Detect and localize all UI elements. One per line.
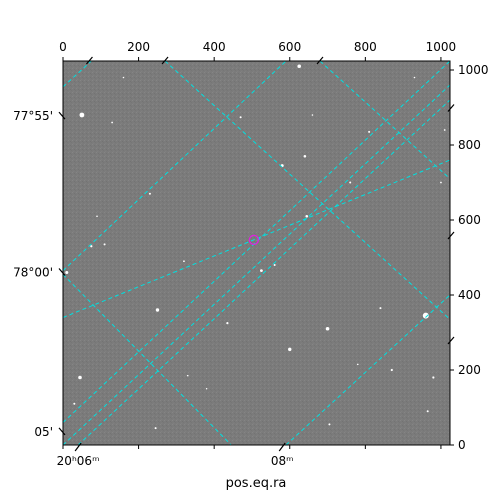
star-12 (90, 245, 93, 248)
star-23 (422, 312, 429, 319)
image-background (63, 61, 450, 445)
ra-tick-label-0: 20ʰ06ᵐ (57, 454, 100, 468)
star-3 (303, 154, 307, 158)
grid-line-6 (77, 99, 450, 445)
star-37 (413, 76, 416, 79)
star-29 (154, 427, 157, 430)
marker-layer (248, 234, 260, 246)
right-tick-label-0: 0 (458, 438, 466, 452)
star-35 (205, 388, 208, 390)
star-31 (186, 374, 189, 377)
star-1 (297, 64, 302, 69)
target-marker (248, 234, 260, 246)
grid-line-1 (164, 61, 450, 320)
star-9 (349, 181, 352, 184)
star-14 (183, 260, 185, 263)
right-world-tick-1 (447, 231, 455, 240)
star-24 (390, 368, 393, 372)
star-28 (426, 410, 429, 413)
ra-world-axis: 20ʰ06ᵐ 08ᵐ (57, 442, 294, 468)
star-0 (79, 112, 85, 118)
dec-tick-1 (58, 268, 66, 276)
star-26 (78, 375, 82, 380)
right-tick-label-5: 1000 (458, 63, 489, 77)
right-world-tick-2 (447, 336, 455, 345)
right-tick-label-1: 200 (458, 363, 481, 377)
ra-tick-0 (74, 442, 82, 452)
right-tick-label-4: 800 (458, 138, 481, 152)
star-15 (260, 269, 263, 273)
top-tick-label-0: 0 (59, 40, 67, 54)
top-tick-label-3: 600 (278, 40, 301, 54)
dec-tick-label-2: 05' (34, 425, 53, 439)
ra-tick-1 (278, 442, 286, 452)
dec-tick-2 (58, 427, 66, 436)
coordinate-grid (63, 61, 450, 445)
top-world-tick-1 (161, 56, 169, 65)
star-20 (325, 326, 330, 331)
right-tick-label-3: 600 (458, 213, 481, 227)
star-22 (379, 307, 382, 310)
star-10 (440, 181, 442, 184)
star-34 (148, 192, 151, 195)
star-18 (155, 308, 160, 312)
dec-tick-label-0: 77°55' (13, 109, 53, 123)
dec-tick-0 (58, 111, 66, 120)
star-25 (432, 376, 435, 379)
grid-line-5 (63, 274, 232, 445)
star-19 (226, 322, 229, 325)
star-17 (65, 271, 69, 274)
star-21 (288, 347, 292, 352)
grid-line-2 (319, 61, 450, 180)
dec-world-axis: 77°55' 78°00' 05' (13, 109, 66, 439)
grid-line-3 (63, 61, 287, 271)
grid-line-9 (63, 61, 450, 423)
top-tick-label-4: 800 (354, 40, 377, 54)
x-axis-label: pos.eq.ra (226, 476, 287, 491)
top-tick-label-1: 200 (127, 40, 150, 54)
star-33 (96, 215, 98, 218)
top-world-tick-2 (316, 56, 324, 65)
top-tick-label-2: 400 (203, 40, 226, 54)
star-16 (273, 264, 276, 266)
star-field (65, 64, 446, 430)
star-7 (443, 129, 446, 131)
ra-tick-label-1: 08ᵐ (271, 454, 294, 468)
star-5 (111, 121, 114, 124)
right-tick-label-2: 400 (458, 288, 481, 302)
star-27 (73, 402, 76, 405)
star-8 (311, 114, 314, 116)
top-world-tick-0 (85, 56, 93, 65)
star-36 (122, 76, 125, 79)
star-13 (103, 243, 106, 246)
right-world-tick-0 (447, 104, 455, 112)
top-pixel-axis: 0 200 400 600 800 1000 (59, 40, 457, 65)
dec-tick-label-1: 78°00' (13, 266, 53, 280)
star-6 (368, 130, 371, 133)
star-4 (239, 116, 242, 119)
right-pixel-axis: 0 200 400 600 800 1000 (447, 63, 489, 452)
top-tick-label-5: 1000 (426, 40, 457, 54)
star-32 (356, 363, 359, 366)
grid-line-0 (63, 61, 92, 88)
plot-frame (62, 60, 451, 446)
star-30 (328, 423, 331, 426)
bottom-pixel-axis (62, 445, 442, 449)
star-11 (305, 214, 309, 218)
grid-line-7 (285, 294, 450, 445)
